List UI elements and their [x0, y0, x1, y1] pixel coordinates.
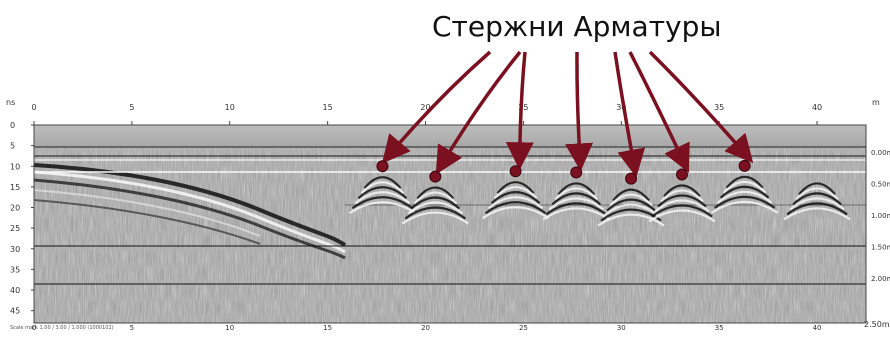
x-tick-label-top: 40 [812, 103, 822, 112]
depth-axis: 0.00m 0.50m 1.00m 1.50m 2.00m [871, 149, 890, 283]
depth-label: 2.00m [871, 275, 890, 283]
top-left-unit: ns [6, 98, 15, 107]
x-tick-label-bottom: 40 [813, 324, 822, 332]
surface-band [34, 125, 866, 147]
top-right-unit: m [872, 98, 880, 107]
rebar-marker [430, 171, 441, 182]
y-tick-label: 45 [10, 307, 20, 316]
x-tick-label-top: 10 [225, 103, 235, 112]
x-tick-label-bottom: 10 [225, 324, 234, 332]
depth-label: 1.50m [871, 244, 890, 252]
depth-label: 0.00m [871, 149, 890, 157]
x-axis-bottom: 0 5 10 15 20 25 30 35 40 [32, 324, 822, 332]
y-tick-label: 20 [10, 204, 20, 213]
y-tick-label: 40 [10, 286, 20, 295]
y-tick-label: 15 [10, 183, 20, 192]
x-tick-label-bottom: 15 [323, 324, 332, 332]
rebar-marker [571, 167, 582, 178]
x-tick-label-bottom: 25 [519, 324, 528, 332]
x-tick-label-bottom: 5 [130, 324, 134, 332]
depth-label: 0.50m [871, 181, 890, 189]
rebar-marker [626, 173, 637, 184]
y-tick-label: 25 [10, 224, 20, 233]
rebar-marker [510, 166, 521, 177]
x-tick-label-bottom: 30 [617, 324, 626, 332]
y-tick-label: 35 [10, 265, 20, 274]
radar-noise-texture [34, 125, 866, 323]
y-tick-label: 0 [10, 121, 15, 130]
rebar-marker [676, 169, 687, 180]
x-tick-label-top: 0 [31, 103, 36, 112]
y-tick-label: 30 [10, 245, 20, 254]
y-axis: 0 5 10 15 20 25 30 35 40 45 [10, 121, 34, 316]
depth-label: 1.00m [871, 212, 890, 220]
rebar-marker [739, 160, 750, 171]
x-tick-label-top: 35 [714, 103, 724, 112]
y-tick-label: 10 [10, 162, 20, 171]
footer-note: Scale mark 1.00 / 3.00 / 1.000 (1000102) [10, 325, 114, 331]
rebar-marker [377, 161, 388, 172]
x-tick-label-bottom: 20 [421, 324, 430, 332]
x-tick-label-top: 15 [323, 103, 333, 112]
x-tick-label-bottom: 35 [715, 324, 724, 332]
figure-title: Стержни Арматуры [432, 10, 732, 43]
y-tick-label: 5 [10, 142, 15, 151]
x-tick-label-top: 5 [129, 103, 134, 112]
bottom-right-unit: 2.50m [864, 320, 890, 329]
